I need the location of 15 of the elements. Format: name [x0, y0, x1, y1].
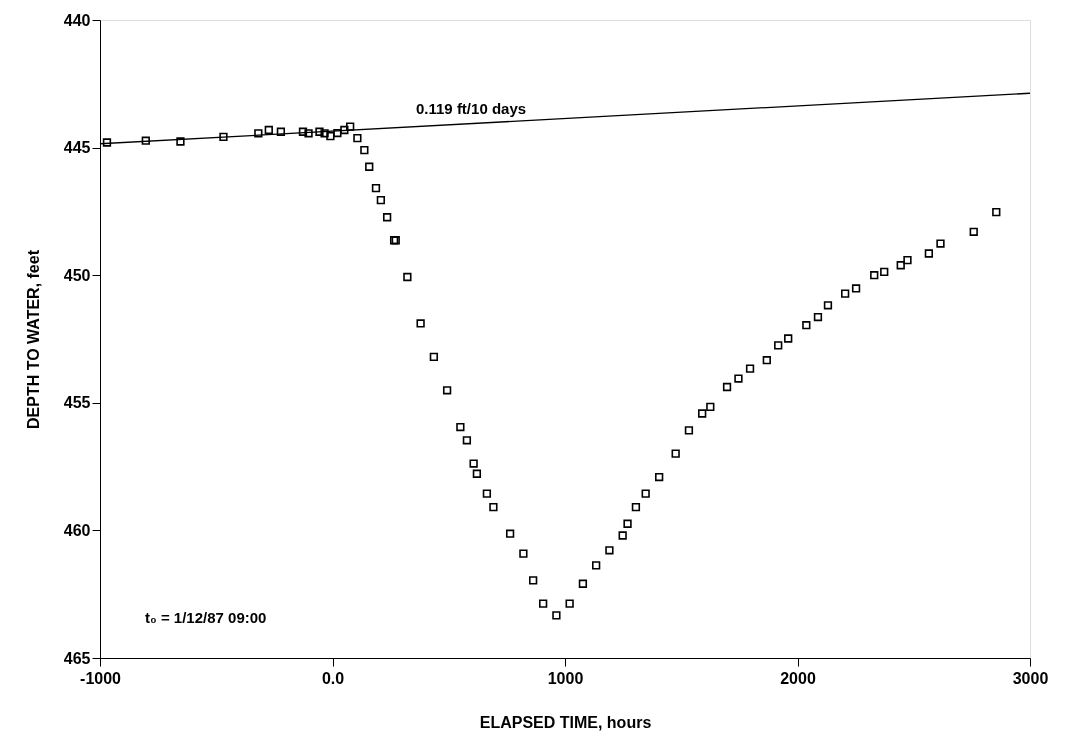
x-tick-label: 3000: [1012, 669, 1049, 687]
y-tick-label: 450: [63, 266, 91, 284]
x-axis-title: ELAPSED TIME, hours: [479, 713, 652, 731]
y-tick-label: 460: [63, 521, 91, 539]
y-axis-title: DEPTH TO WATER, feet: [24, 249, 42, 429]
annotation: 0.119 ft/10 days: [416, 100, 527, 117]
y-tick-label: 445: [63, 139, 91, 157]
x-tick-label: 2000: [780, 669, 816, 687]
y-tick-label: 455: [63, 394, 91, 412]
y-tick-label: 440: [63, 11, 91, 29]
x-tick-label: 0.0: [321, 669, 345, 687]
x-tick-label: 1000: [547, 669, 584, 687]
x-tick-label: -1000: [80, 669, 122, 687]
y-tick-label: 465: [63, 649, 91, 667]
annotation: t₀ = 1/12/87 09:00: [145, 609, 267, 626]
